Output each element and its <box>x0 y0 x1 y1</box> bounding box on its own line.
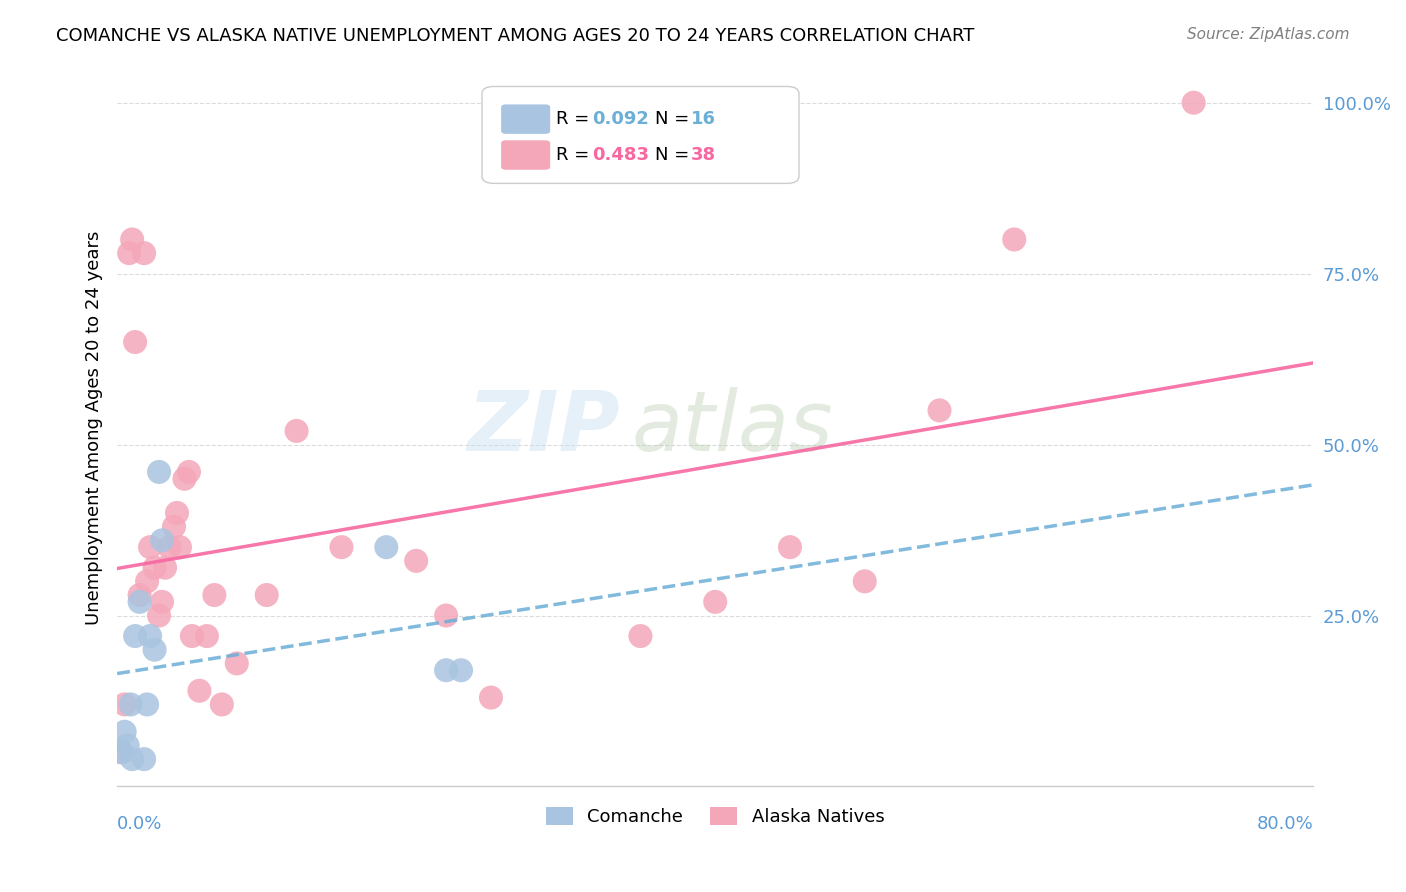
Text: 0.483: 0.483 <box>592 145 650 163</box>
Point <box>285 424 308 438</box>
Point <box>188 683 211 698</box>
Legend: Comanche, Alaska Natives: Comanche, Alaska Natives <box>537 797 894 835</box>
Point <box>139 629 162 643</box>
Text: N =: N = <box>655 110 696 128</box>
Point <box>111 745 134 759</box>
Point <box>1182 95 1205 110</box>
Point <box>177 465 200 479</box>
Point <box>118 246 141 260</box>
Point <box>405 554 427 568</box>
Point <box>136 574 159 589</box>
Point <box>136 698 159 712</box>
Point <box>148 608 170 623</box>
Point <box>121 752 143 766</box>
Point <box>114 724 136 739</box>
Point <box>195 629 218 643</box>
Point <box>225 657 247 671</box>
Point <box>779 540 801 554</box>
Point <box>375 540 398 554</box>
Point <box>121 232 143 246</box>
Point <box>256 588 278 602</box>
Point <box>150 595 173 609</box>
Point <box>148 465 170 479</box>
Point <box>132 752 155 766</box>
Point <box>124 334 146 349</box>
Point <box>434 608 457 623</box>
Point <box>139 540 162 554</box>
Point <box>124 629 146 643</box>
Text: R =: R = <box>557 145 595 163</box>
Text: 80.0%: 80.0% <box>1257 815 1313 833</box>
Point <box>479 690 502 705</box>
Point <box>1002 232 1025 246</box>
Point <box>450 663 472 677</box>
Point <box>114 698 136 712</box>
Point <box>163 519 186 533</box>
Text: R =: R = <box>557 110 595 128</box>
Point <box>120 698 142 712</box>
Point <box>128 588 150 602</box>
Y-axis label: Unemployment Among Ages 20 to 24 years: Unemployment Among Ages 20 to 24 years <box>86 230 103 624</box>
Point <box>150 533 173 548</box>
Point <box>853 574 876 589</box>
FancyBboxPatch shape <box>501 140 550 169</box>
Point <box>143 642 166 657</box>
Point <box>111 745 134 759</box>
Text: Source: ZipAtlas.com: Source: ZipAtlas.com <box>1187 27 1350 42</box>
Text: 38: 38 <box>692 145 717 163</box>
Point <box>704 595 727 609</box>
Point <box>166 506 188 520</box>
Text: COMANCHE VS ALASKA NATIVE UNEMPLOYMENT AMONG AGES 20 TO 24 YEARS CORRELATION CHA: COMANCHE VS ALASKA NATIVE UNEMPLOYMENT A… <box>56 27 974 45</box>
Point <box>330 540 353 554</box>
FancyBboxPatch shape <box>501 104 550 134</box>
Point <box>169 540 191 554</box>
Text: 0.0%: 0.0% <box>117 815 163 833</box>
Text: 0.092: 0.092 <box>592 110 650 128</box>
Text: N =: N = <box>655 145 696 163</box>
Text: ZIP: ZIP <box>467 387 620 468</box>
Point <box>630 629 652 643</box>
Point <box>173 472 195 486</box>
Point <box>153 560 176 574</box>
Point <box>434 663 457 677</box>
Point <box>128 595 150 609</box>
Point <box>143 560 166 574</box>
Text: atlas: atlas <box>631 387 834 468</box>
Text: 16: 16 <box>692 110 716 128</box>
Point <box>117 739 139 753</box>
Point <box>928 403 950 417</box>
FancyBboxPatch shape <box>482 87 799 184</box>
Point <box>159 540 181 554</box>
Point <box>181 629 204 643</box>
Point <box>202 588 225 602</box>
Point <box>132 246 155 260</box>
Point <box>211 698 233 712</box>
